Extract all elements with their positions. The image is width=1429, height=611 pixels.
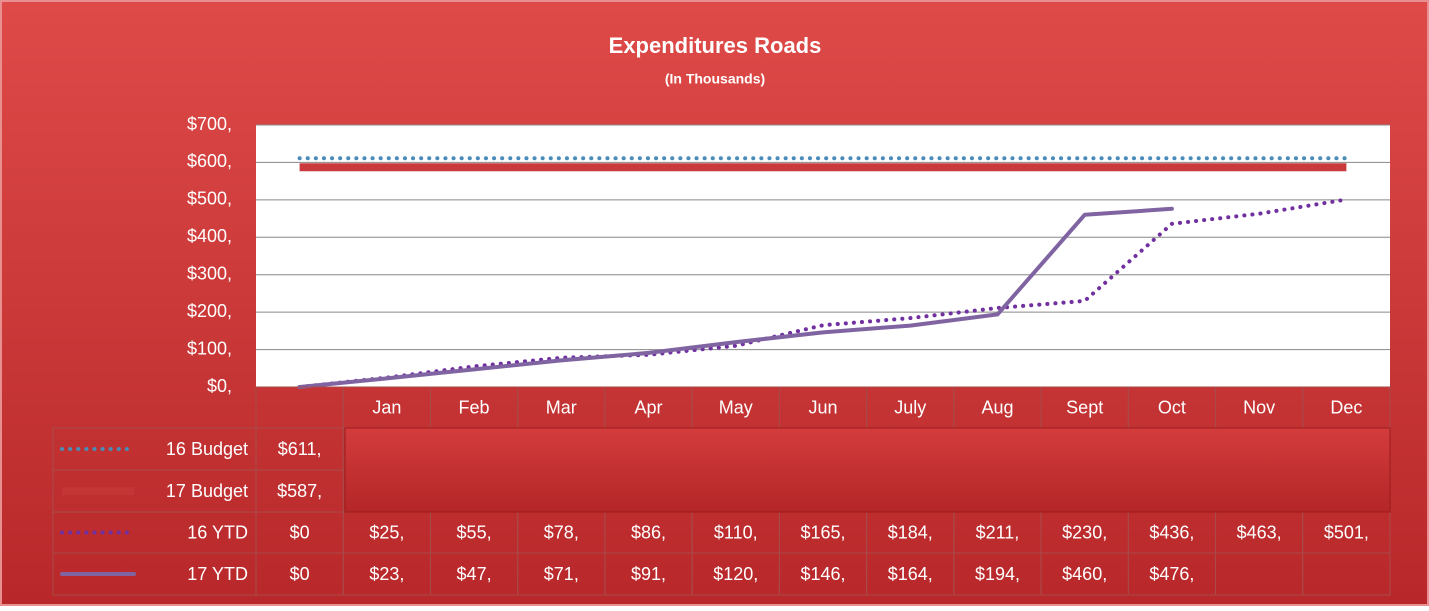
x-tick-label: July [894,397,926,417]
x-tick-label: Mar [546,397,577,417]
y-tick-label: $0, [207,376,232,396]
legend-label: 17 YTD [187,564,248,584]
data-label: $230, [1062,522,1107,542]
data-label: $55, [457,522,492,542]
x-tick-label: Feb [459,397,490,417]
data-label: $146, [800,564,845,584]
y-tick-label: $400, [187,226,232,246]
x-tick-label: May [719,397,753,417]
data-label: $436, [1149,522,1194,542]
data-label: $0 [290,522,310,542]
data-label: $501, [1324,522,1369,542]
data-label: $120, [713,564,758,584]
legend-label: 17 Budget [166,481,248,501]
table-cell [1302,552,1391,596]
data-label: $611, [278,439,322,459]
chart-title: Expenditures Roads [609,33,822,58]
y-tick-label: $600, [187,151,232,171]
data-label: $165, [800,522,845,542]
data-label: $211, [976,522,1020,542]
x-tick-label: Dec [1330,397,1362,417]
y-tick-label: $700, [187,114,232,134]
y-tick-label: $300, [187,263,232,283]
series-line [297,197,1349,389]
data-label: $91, [631,564,666,584]
y-tick-label: $500, [187,189,232,209]
x-tick-label: Aug [981,397,1013,417]
x-tick-label: Jun [808,397,837,417]
y-tick-label: $200, [187,301,232,321]
x-tick-label: Sept [1066,397,1103,417]
data-label: $78, [544,522,579,542]
x-tick-label: Apr [635,397,663,417]
data-label: $71, [544,564,579,584]
data-label: $25, [369,522,404,542]
data-label: $476, [1149,564,1194,584]
data-label: $194, [975,564,1020,584]
x-tick-label: Oct [1158,397,1186,417]
data-label: $463, [1237,522,1282,542]
data-label: $23, [369,564,404,584]
chart-subtitle: (In Thousands) [665,71,765,87]
legend-label: 16 Budget [166,439,248,459]
data-label: $0 [290,564,310,584]
data-label: $164, [888,564,933,584]
data-label: $110, [714,522,758,542]
data-label: $460, [1062,564,1107,584]
table-cover [344,427,1391,513]
data-label: $86, [631,522,666,542]
data-label: $587, [277,481,322,501]
data-label: $184, [888,522,933,542]
x-tick-label: Nov [1243,397,1275,417]
data-label: $47, [457,564,492,584]
x-tick-label: Jan [372,397,401,417]
y-tick-label: $100, [187,338,232,358]
legend-label: 16 YTD [187,522,248,542]
series-line [297,206,1174,389]
